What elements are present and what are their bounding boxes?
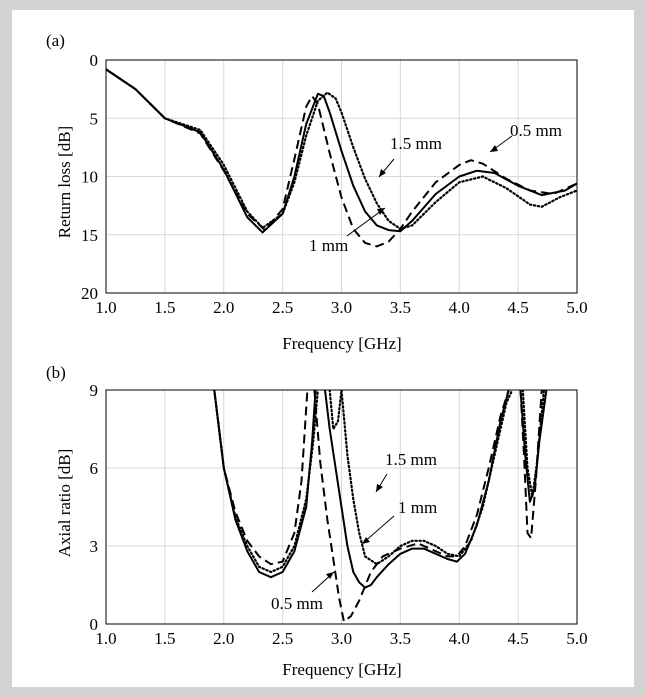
panel-a-label: (a) <box>46 31 65 50</box>
x-tick-label: 3.0 <box>331 629 352 648</box>
x-tick-label: 1.0 <box>95 298 116 317</box>
annotation-b-1-5mm: 1.5 mm <box>385 450 437 469</box>
x-tick-label: 4.5 <box>508 298 529 317</box>
arrowhead-b-1mm <box>362 537 370 544</box>
series-line-0-5-mm-0 <box>213 390 309 566</box>
arrowhead-b-0-5mm <box>326 572 334 579</box>
panel-b-grid <box>106 390 577 624</box>
series-line-0-5-mm-2 <box>519 390 543 540</box>
y-tick-label: 15 <box>81 226 98 245</box>
series-line-1-5-mm-2 <box>521 390 546 498</box>
panel-b-label: (b) <box>46 363 66 382</box>
x-tick-label: 3.0 <box>331 298 352 317</box>
annotation-b-1mm: 1 mm <box>398 498 437 517</box>
x-tick-label: 4.5 <box>508 629 529 648</box>
x-tick-label: 2.0 <box>213 629 234 648</box>
series-line-1-mm-0 <box>106 68 577 234</box>
panel-b-ylabel: Axial ratio [dB] <box>55 449 74 558</box>
panel-b-xlabel: Frequency [GHz] <box>282 660 401 679</box>
annotation-b-0-5mm: 0.5 mm <box>271 594 323 613</box>
panel-b-annotations: 1.5 mm 1 mm 0.5 mm <box>271 450 437 613</box>
x-tick-label: 2.5 <box>272 298 293 317</box>
x-tick-label: 1.5 <box>154 629 175 648</box>
annotation-a-1-5mm: 1.5 mm <box>390 134 442 153</box>
panel-b-tick-labels: 1.0 1.5 2.0 2.5 3.0 3.5 4.0 4.5 5.0 0 3 6 9 <box>90 381 588 648</box>
arrowhead-b-1-5mm <box>376 484 383 492</box>
panel-a-chart: (a) 1.0 1.5 2.0 2.5 3.0 3.5 4.0 4.5 5.005101520 … <box>46 31 588 353</box>
x-tick-label: 2.5 <box>272 629 293 648</box>
series-line-1-5-mm-0 <box>213 390 319 574</box>
series-line-0-5-mm-1 <box>313 390 510 623</box>
series-line-1-5-mm-1 <box>328 390 514 566</box>
arrowhead-a-0-5mm <box>490 145 498 152</box>
panel-a-grid <box>106 60 577 293</box>
x-tick-label: 3.5 <box>390 298 411 317</box>
panel-b-axes-box <box>105 389 578 625</box>
x-tick-label: 1.0 <box>95 629 116 648</box>
x-tick-label: 2.0 <box>213 298 234 317</box>
panel-a-annotations: 1.5 mm 0.5 mm 1 mm <box>309 121 562 255</box>
figure-svg: (a) 1.0 1.5 2.0 2.5 3.0 3.5 4.0 4.5 5.005101520 … <box>46 31 588 679</box>
y-tick-label: 0 <box>90 615 99 634</box>
y-tick-label: 3 <box>90 537 99 556</box>
panel-b-chart: (b) 1.0 1.5 2.0 2.5 3.0 3.5 4.0 4.5 5.0 0 3 6 9 Freq… <box>46 363 588 679</box>
x-tick-label: 5.0 <box>566 298 587 317</box>
figure-panel: (a) 1.0 1.5 2.0 2.5 3.0 3.5 4.0 4.5 5.0 0 5 10 15 20 … <box>12 10 634 687</box>
arrowhead-a-1mm <box>377 208 385 215</box>
x-tick-label: 4.0 <box>449 629 470 648</box>
panel-a-axes-box <box>105 59 578 294</box>
y-tick-label: 6 <box>90 459 99 478</box>
x-tick-label: 1.5 <box>154 298 175 317</box>
series-line-1-5-mm-0 <box>106 68 577 230</box>
y-tick-label: 0 <box>90 51 99 70</box>
panel-a-ylabel: Return loss [dB] <box>55 126 74 238</box>
arrowhead-a-1-5mm <box>379 169 386 177</box>
y-tick-label: 10 <box>81 168 98 187</box>
arrow-a-1mm <box>346 207 386 237</box>
panel-a-xlabel: Frequency [GHz] <box>282 334 401 353</box>
annotation-a-0-5mm: 0.5 mm <box>510 121 562 140</box>
x-tick-label: 5.0 <box>566 629 587 648</box>
x-tick-label: 3.5 <box>390 629 411 648</box>
y-tick-label: 9 <box>90 381 99 400</box>
y-tick-label: 5 <box>90 109 99 128</box>
x-tick-label: 4.0 <box>449 298 470 317</box>
panel-a-tick-labels: 1.0 1.5 2.0 2.5 3.0 3.5 4.0 4.5 5.0 0 5 10 15 20 <box>81 51 588 317</box>
panel-b-series <box>213 390 548 623</box>
y-tick-label: 20 <box>81 284 98 303</box>
panel-a-series <box>106 68 577 248</box>
annotation-a-1mm: 1 mm <box>309 236 348 255</box>
